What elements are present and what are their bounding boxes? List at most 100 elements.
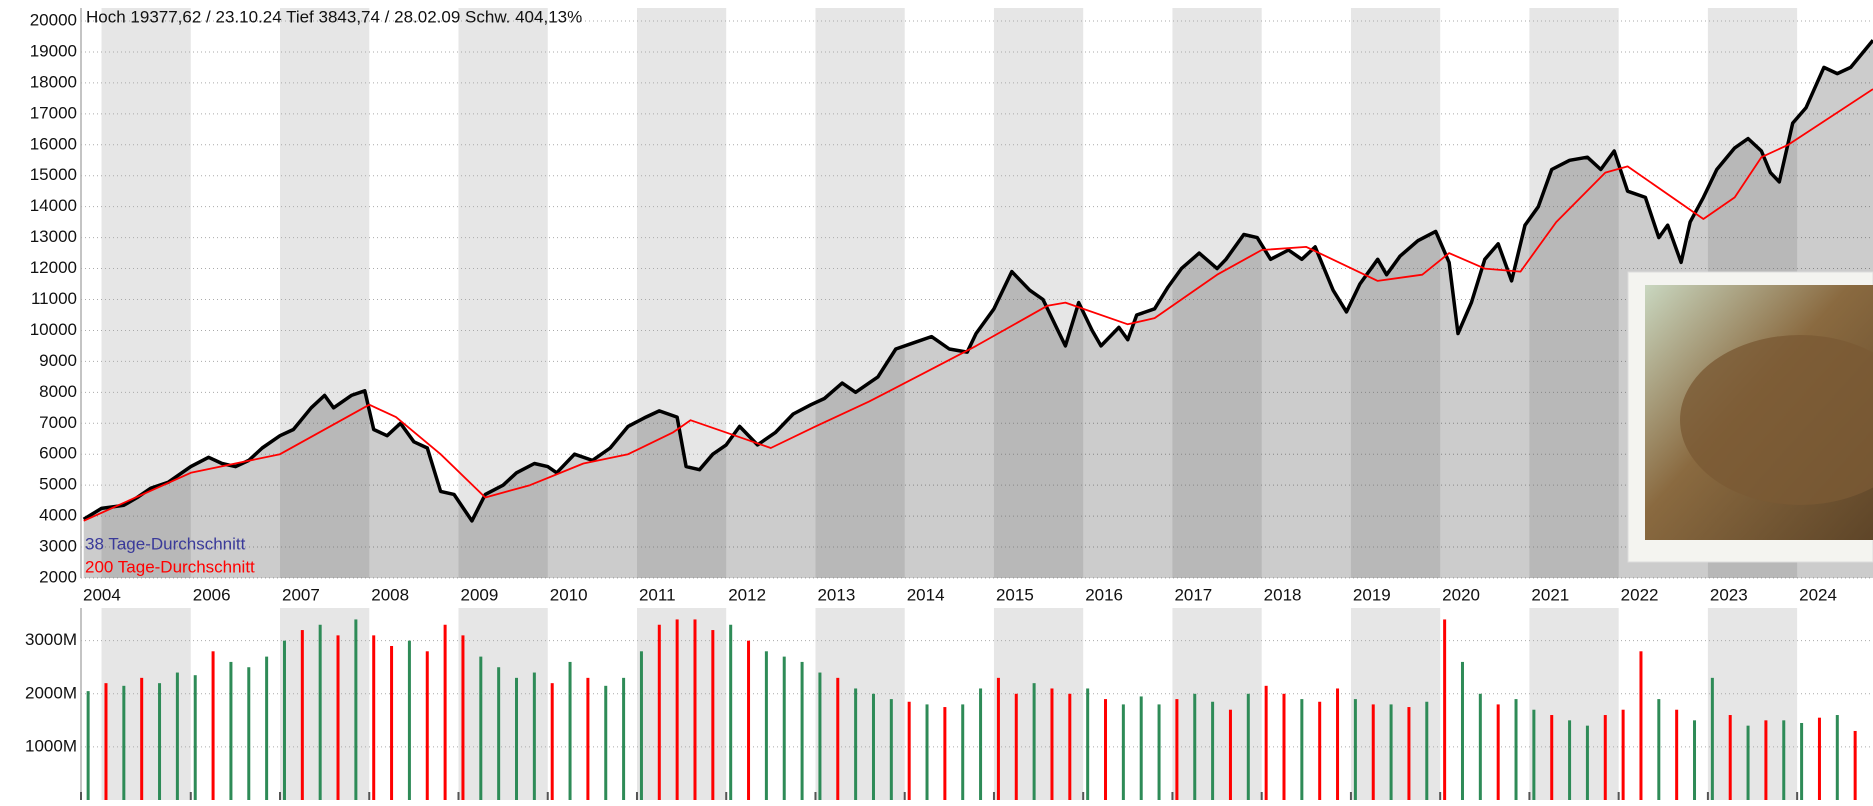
volume-bar [175, 672, 179, 800]
y-tick-label: 6000 [39, 444, 77, 463]
volume-bar [247, 667, 251, 800]
photo-animal [1680, 335, 1873, 505]
volume-bar [1496, 704, 1500, 800]
volume-bar [372, 635, 376, 800]
volume-bar [622, 677, 626, 800]
volume-bar [1014, 693, 1018, 800]
volume-bar [229, 661, 233, 800]
volume-bar [1675, 709, 1679, 800]
price-area [83, 40, 1873, 578]
volume-bar [889, 699, 893, 800]
volume-bar [1835, 715, 1839, 800]
y-tick-label: 8000 [39, 382, 77, 401]
volume-bar [961, 704, 965, 800]
x-tick-label: 2018 [1264, 585, 1302, 604]
volume-bar [1139, 696, 1143, 800]
volume-bar [639, 651, 643, 800]
volume-bar [1460, 661, 1464, 800]
photo-overlay [1627, 271, 1873, 563]
volume-bar [1104, 699, 1108, 800]
volume-bar [1478, 693, 1482, 800]
volume-bar [300, 630, 304, 800]
legend-entry: 200 Tage-Durchschnitt [85, 557, 255, 576]
volume-bar [318, 624, 322, 800]
volume-bar [800, 661, 804, 800]
x-tick-label: 2023 [1710, 585, 1748, 604]
y-tick-label: 2000M [25, 683, 77, 702]
volume-bar [996, 677, 1000, 800]
volume-bar [764, 651, 768, 800]
volume-bar [1246, 693, 1250, 800]
volume-bar [1710, 677, 1714, 800]
volume-bar [1371, 704, 1375, 800]
volume-bar [675, 619, 679, 800]
volume-bar [1407, 707, 1411, 800]
volume-bar [818, 672, 822, 800]
volume-bar [782, 656, 786, 800]
volume-bar [1853, 730, 1857, 800]
year-band [636, 8, 727, 578]
volume-bar [1336, 688, 1340, 800]
year-band [1350, 8, 1441, 578]
y-tick-label: 12000 [30, 258, 77, 277]
x-tick-label: 2021 [1531, 585, 1569, 604]
volume-bar [1657, 699, 1661, 800]
volume-bar [158, 683, 162, 800]
year-band [101, 8, 191, 578]
y-tick-label: 15000 [30, 165, 77, 184]
volume-bar [1585, 725, 1589, 800]
chart-title: Hoch 19377,62 / 23.10.24 Tief 3843,74 / … [86, 7, 582, 26]
volume-bar [425, 651, 429, 800]
volume-bar [1532, 709, 1536, 800]
x-tick-label: 2011 [639, 585, 676, 604]
year-band [815, 8, 905, 578]
volume-bar [86, 691, 90, 800]
y-tick-label: 11000 [31, 289, 77, 308]
volume-bar [1193, 693, 1197, 800]
x-tick-label: 2007 [282, 585, 320, 604]
x-tick-label: 2016 [1085, 585, 1123, 604]
volume-bar [479, 656, 483, 800]
volume-bar [1318, 701, 1322, 800]
x-tick-label: 2009 [460, 585, 498, 604]
volume-bar [122, 685, 126, 800]
volume-bar [1157, 704, 1161, 800]
volume-bar [925, 704, 929, 800]
y-tick-label: 19000 [30, 41, 77, 60]
volume-bar [604, 685, 608, 800]
volume-bar [1175, 699, 1179, 800]
price-line [82, 39, 1873, 523]
volume-bar [532, 672, 536, 800]
y-tick-label: 1000M [25, 736, 77, 755]
x-tick-label: 2022 [1621, 585, 1659, 604]
volume-bar [693, 619, 697, 800]
plot: 2000 3000 4000 5000 6000 7000 8000 9000 10000 110… [25, 10, 1873, 800]
volume-bar [104, 683, 108, 800]
year-band [993, 8, 1084, 578]
volume-bar [1425, 701, 1429, 800]
volume-bar [1121, 704, 1125, 800]
volume-bar [1086, 688, 1090, 800]
volume-bar [1050, 688, 1054, 800]
y-tick-label: 10000 [30, 320, 77, 339]
volume-bar [1032, 683, 1036, 800]
y-tick-label: 2000 [39, 567, 77, 586]
x-tick-label: 2020 [1442, 585, 1480, 604]
volume-bar [461, 635, 465, 800]
x-tick-label: 2012 [728, 585, 766, 604]
x-tick-label: 2013 [817, 585, 855, 604]
volume-bar [871, 693, 875, 800]
volume-bar [211, 651, 215, 800]
x-tick-label: 2004 [83, 585, 121, 604]
volume-bar [1228, 709, 1232, 800]
volume-bar [1550, 715, 1554, 800]
volume-bar [711, 630, 715, 800]
volume-bar [282, 640, 286, 800]
volume-bar [854, 688, 858, 800]
volume-bar [1282, 693, 1286, 800]
y-tick-label: 7000 [39, 413, 77, 432]
volume-bar [1443, 619, 1447, 800]
volume-bar [979, 688, 983, 800]
volume-bar [586, 677, 590, 800]
volume-bar [407, 640, 411, 800]
